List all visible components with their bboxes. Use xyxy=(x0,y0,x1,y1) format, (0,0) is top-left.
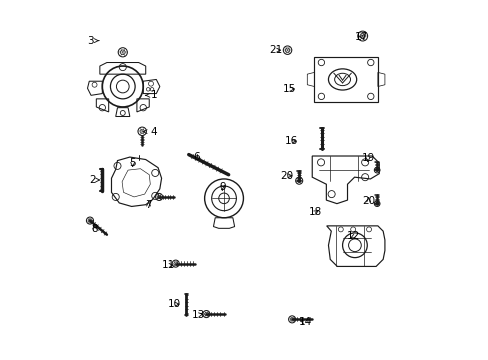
Text: 21: 21 xyxy=(269,45,282,55)
Text: 8: 8 xyxy=(91,224,98,234)
Text: 10: 10 xyxy=(168,299,181,309)
Text: 19: 19 xyxy=(361,153,374,163)
Text: 7: 7 xyxy=(145,200,152,210)
Text: 20: 20 xyxy=(362,196,374,206)
Text: 14: 14 xyxy=(298,317,311,327)
Text: 17: 17 xyxy=(354,32,367,42)
Text: 12: 12 xyxy=(346,231,360,242)
Text: 5: 5 xyxy=(129,158,136,168)
Text: 11: 11 xyxy=(162,260,175,270)
Text: 13: 13 xyxy=(192,310,205,320)
Text: 6: 6 xyxy=(193,152,200,162)
Text: 20: 20 xyxy=(280,171,293,181)
Text: 15: 15 xyxy=(283,84,296,94)
Text: 3: 3 xyxy=(86,36,99,46)
Text: 1: 1 xyxy=(145,90,158,100)
Text: 16: 16 xyxy=(284,136,297,146)
Text: 18: 18 xyxy=(308,207,321,217)
Text: 4: 4 xyxy=(143,127,157,137)
Text: 2: 2 xyxy=(89,175,100,185)
Text: 9: 9 xyxy=(219,182,225,192)
